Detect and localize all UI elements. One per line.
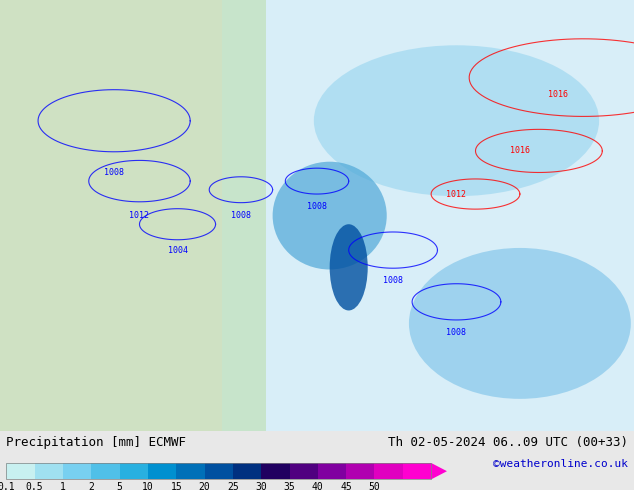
Bar — [6, 463, 35, 479]
Bar — [222, 0, 634, 431]
Bar — [233, 463, 261, 479]
Text: 0.1: 0.1 — [0, 482, 15, 490]
Text: 2: 2 — [88, 482, 94, 490]
Text: 1008: 1008 — [446, 327, 467, 337]
Bar — [375, 463, 403, 479]
Text: 1012: 1012 — [129, 211, 150, 220]
Text: ©weatheronline.co.uk: ©weatheronline.co.uk — [493, 459, 628, 468]
Bar — [0, 0, 266, 431]
Text: 15: 15 — [171, 482, 182, 490]
Ellipse shape — [409, 248, 631, 399]
Ellipse shape — [314, 45, 599, 196]
Polygon shape — [431, 463, 447, 479]
Text: 1016: 1016 — [510, 147, 530, 155]
Bar — [63, 463, 91, 479]
Bar — [35, 463, 63, 479]
Text: 1008: 1008 — [383, 276, 403, 285]
Text: 1008: 1008 — [231, 211, 251, 220]
Bar — [403, 463, 431, 479]
Text: 1004: 1004 — [167, 245, 188, 255]
Ellipse shape — [273, 162, 387, 270]
Bar — [176, 463, 205, 479]
Text: 50: 50 — [368, 482, 380, 490]
Text: 1008: 1008 — [104, 168, 124, 177]
Text: 1012: 1012 — [446, 190, 467, 198]
Bar — [290, 463, 318, 479]
Bar — [261, 463, 290, 479]
Bar — [6, 463, 431, 479]
Text: 40: 40 — [312, 482, 324, 490]
Text: Precipitation [mm] ECMWF: Precipitation [mm] ECMWF — [6, 436, 186, 449]
Text: 30: 30 — [256, 482, 267, 490]
Bar — [346, 463, 375, 479]
Bar — [205, 463, 233, 479]
Text: 1: 1 — [60, 482, 66, 490]
Bar — [120, 463, 148, 479]
Text: 45: 45 — [340, 482, 352, 490]
Ellipse shape — [330, 224, 368, 311]
Text: 0.5: 0.5 — [26, 482, 44, 490]
Text: 1008: 1008 — [307, 202, 327, 212]
Text: 25: 25 — [227, 482, 239, 490]
Bar — [318, 463, 346, 479]
Text: 5: 5 — [117, 482, 122, 490]
Text: 1016: 1016 — [548, 90, 568, 99]
Text: 10: 10 — [142, 482, 154, 490]
Bar — [91, 463, 120, 479]
Text: Th 02-05-2024 06..09 UTC (00+33): Th 02-05-2024 06..09 UTC (00+33) — [387, 436, 628, 449]
Text: 35: 35 — [283, 482, 295, 490]
Text: 20: 20 — [198, 482, 210, 490]
Bar — [148, 463, 176, 479]
